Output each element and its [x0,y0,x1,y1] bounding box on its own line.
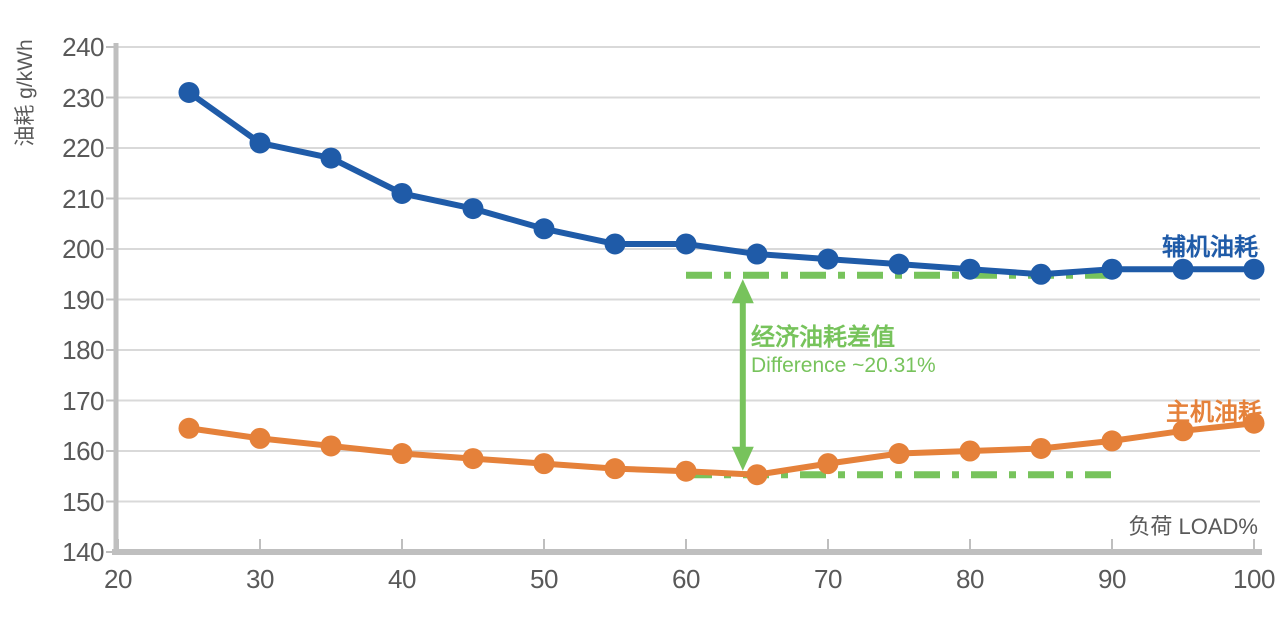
series-line-1 [186,420,1257,478]
x-tick-label-70: 70 [814,564,842,594]
data-point-s1-x40 [391,443,413,465]
y-tick-label-230: 230 [62,82,104,113]
data-point-s1-x95 [1172,420,1194,442]
data-point-s1-x35 [320,435,342,457]
data-point-s1-x55 [604,458,626,480]
data-point-s0-x55 [604,233,626,255]
data-point-s1-x80 [959,440,981,462]
y-tick-label-220: 220 [62,133,104,163]
difference-arrow-head-down [731,446,754,471]
x-tick-label-20: 20 [104,564,132,594]
annotation-label-en: Difference ~20.31% [751,353,936,377]
x-tick-label-90: 90 [1098,564,1126,594]
data-point-s0-x65 [746,243,768,265]
y-tick-label-190: 190 [62,284,104,315]
y-tick-label-170: 170 [62,385,104,416]
series-line-0 [186,89,1257,278]
data-point-s0-x90 [1101,258,1123,280]
data-point-s1-x30 [249,427,271,449]
difference-arrow-head-up [731,279,754,304]
data-point-s1-x100 [1243,412,1265,434]
y-tick-label-200: 200 [62,234,104,264]
difference-annotation: 经济油耗差值 Difference ~20.31% [751,324,936,378]
series-label-auxiliary-fuel: 辅机油耗 [1162,234,1258,261]
x-tick-label-80: 80 [956,564,984,594]
x-axis-title: 负荷 LOAD% [1128,514,1258,539]
data-point-s1-x70 [817,453,839,475]
y-tick-label-180: 180 [62,335,104,365]
data-point-s0-x80 [959,258,981,280]
y-tick-label-160: 160 [62,436,104,466]
y-tick-label-210: 210 [62,183,104,214]
y-tick-label-150: 150 [62,486,104,517]
annotation-label-cn: 经济油耗差值 [751,324,895,351]
data-point-s0-x95 [1172,258,1194,280]
data-point-s1-x90 [1101,430,1123,452]
data-point-s0-x45 [462,198,484,220]
data-point-s0-x85 [1030,263,1052,285]
series-label-main-fuel: 主机油耗 [1166,399,1262,426]
x-tick-label-100: 100 [1233,564,1275,594]
data-point-s1-x50 [533,453,555,475]
data-point-s0-x75 [888,253,910,275]
data-point-s1-x45 [462,448,484,470]
data-point-s1-x65 [746,464,768,486]
x-tick-label-30: 30 [246,564,274,594]
y-tick-label-140: 140 [62,537,104,567]
y-axis-title: 油耗 g/kWh [14,39,37,147]
data-point-s1-x85 [1030,437,1052,459]
x-tick-label-60: 60 [672,564,700,594]
x-tick-label-50: 50 [530,564,558,594]
data-point-s1-x60 [675,460,697,482]
x-tick-label-40: 40 [388,564,416,594]
data-point-s0-x25 [178,81,200,103]
data-point-s0-x100 [1243,258,1265,280]
data-point-s0-x70 [817,248,839,270]
data-point-s1-x25 [178,417,200,439]
data-point-s0-x35 [320,147,342,169]
data-point-s0-x50 [533,218,555,240]
data-point-s0-x60 [675,233,697,255]
data-point-s0-x40 [391,182,413,204]
y-tick-label-240: 240 [62,32,104,62]
data-point-s1-x75 [888,443,910,465]
data-point-s0-x30 [249,132,271,154]
